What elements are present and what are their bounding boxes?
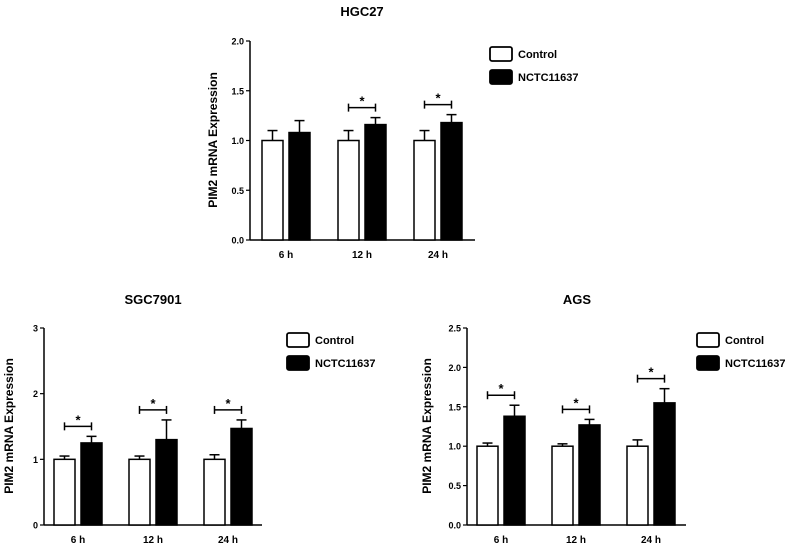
x-tick-label: 6 h	[279, 250, 293, 261]
y-tick-label: 2.0	[231, 37, 244, 47]
bar-nctc11637	[155, 438, 178, 526]
legend-label: NCTC11637	[315, 358, 376, 370]
x-tick-label: 24 h	[218, 535, 238, 546]
bar-control	[203, 458, 226, 526]
bar-control	[337, 139, 360, 241]
y-axis-label: PIM2 mRNA Expression	[420, 358, 434, 494]
significance-star: *	[75, 412, 81, 427]
chart-title: SGC7901	[124, 292, 181, 307]
y-tick-label: 2	[33, 389, 38, 399]
bar-nctc11637	[653, 402, 676, 526]
legend-label: NCTC11637	[725, 358, 786, 370]
bar-nctc11637	[80, 442, 103, 526]
significance-star: *	[573, 395, 579, 410]
bar-control	[626, 445, 649, 526]
y-tick-label: 0.5	[231, 186, 244, 196]
legend-swatch-nctc11637	[286, 355, 310, 371]
y-tick-label: 2.0	[448, 363, 461, 373]
y-axis-label: PIM2 mRNA Expression	[206, 72, 220, 208]
bar-nctc11637	[288, 131, 311, 241]
significance-star: *	[648, 365, 654, 380]
x-tick-label: 6 h	[494, 535, 508, 546]
x-tick-label: 6 h	[71, 535, 85, 546]
y-tick-label: 0.5	[448, 481, 461, 491]
significance-star: *	[150, 396, 156, 411]
y-tick-label: 1.0	[231, 136, 244, 146]
significance-star: *	[498, 381, 504, 396]
bar-nctc11637	[364, 123, 387, 241]
y-tick-label: 1	[33, 455, 38, 465]
bar-control	[128, 458, 151, 526]
bar-nctc11637	[578, 424, 601, 526]
bar-control	[476, 445, 499, 526]
bar-control	[551, 445, 574, 526]
x-tick-label: 12 h	[143, 535, 163, 546]
legend-swatch-control	[489, 46, 513, 62]
x-tick-label: 24 h	[641, 535, 661, 546]
legend-swatch-nctc11637	[489, 69, 513, 85]
legend-label: Control	[725, 335, 764, 347]
y-tick-label: 1.0	[448, 442, 461, 452]
significance-star: *	[225, 396, 231, 411]
legend-label: Control	[518, 49, 557, 61]
legend-label: NCTC11637	[518, 72, 579, 84]
x-tick-label: 24 h	[428, 250, 448, 261]
y-tick-label: 2.5	[448, 324, 461, 334]
legend-swatch-control	[286, 332, 310, 348]
bar-nctc11637	[230, 427, 253, 526]
x-tick-label: 12 h	[566, 535, 586, 546]
bar-control	[413, 139, 436, 241]
y-tick-label: 1.5	[448, 402, 461, 412]
x-tick-label: 12 h	[352, 250, 372, 261]
legend-swatch-nctc11637	[696, 355, 720, 371]
bar-control	[261, 139, 284, 241]
y-tick-label: 0.0	[448, 521, 461, 531]
significance-star: *	[359, 94, 365, 109]
legend-swatch-control	[696, 332, 720, 348]
chart-title: AGS	[563, 292, 592, 307]
chart-title: HGC27	[340, 4, 383, 19]
y-tick-label: 0	[33, 521, 38, 531]
y-tick-label: 3	[33, 324, 38, 334]
legend-label: Control	[315, 335, 354, 347]
significance-star: *	[435, 91, 441, 106]
bar-control	[53, 458, 76, 526]
bar-nctc11637	[440, 121, 463, 241]
y-tick-label: 1.5	[231, 86, 244, 96]
y-tick-label: 0.0	[231, 236, 244, 246]
y-axis-label: PIM2 mRNA Expression	[2, 358, 16, 494]
bar-nctc11637	[503, 415, 526, 526]
